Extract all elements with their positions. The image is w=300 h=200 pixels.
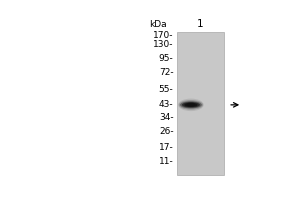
Text: 34-: 34- — [159, 113, 173, 122]
Text: 11-: 11- — [159, 157, 173, 166]
Ellipse shape — [182, 102, 200, 108]
Text: 43-: 43- — [159, 100, 173, 109]
Ellipse shape — [178, 99, 204, 111]
Ellipse shape — [184, 103, 198, 107]
Text: 72-: 72- — [159, 68, 173, 77]
Text: 95-: 95- — [159, 54, 173, 63]
Text: 55-: 55- — [159, 85, 173, 94]
Text: 130-: 130- — [153, 40, 173, 49]
Text: kDa: kDa — [150, 20, 167, 29]
Text: 26-: 26- — [159, 127, 173, 136]
Ellipse shape — [180, 101, 202, 108]
Text: 170-: 170- — [153, 31, 173, 40]
Text: 1: 1 — [197, 19, 204, 29]
Ellipse shape — [179, 100, 203, 110]
Ellipse shape — [187, 103, 195, 106]
Bar — [177, 32, 224, 175]
Text: 17-: 17- — [159, 143, 173, 152]
